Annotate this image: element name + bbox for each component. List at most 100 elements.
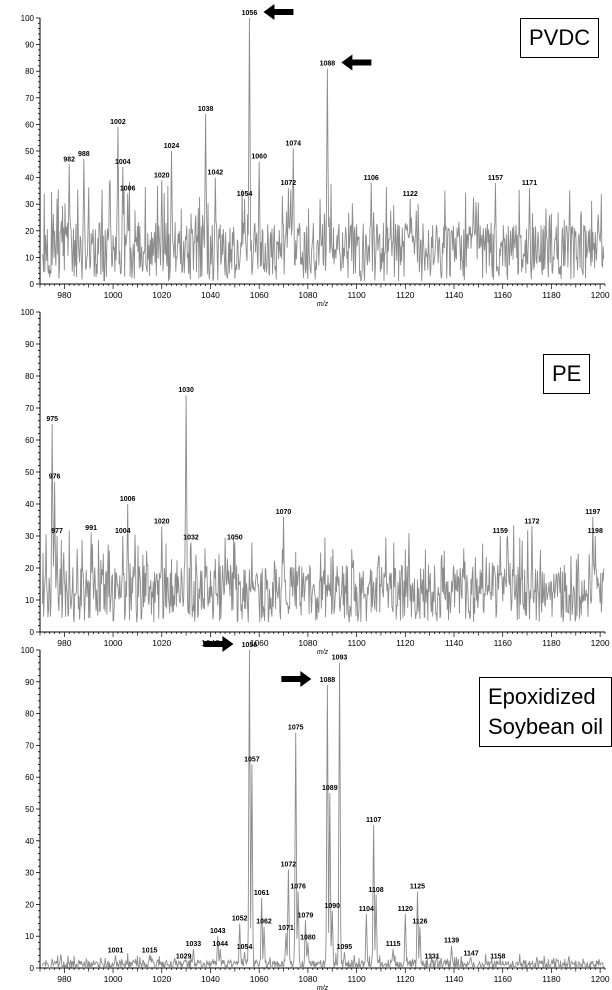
- y-tick-label: 70: [25, 404, 34, 413]
- x-tick-label: 1160: [494, 638, 513, 648]
- peak-label: 1080: [300, 935, 316, 942]
- y-tick-label: 0: [30, 628, 35, 637]
- x-tick-label: 1120: [396, 638, 415, 648]
- x-tick-label: 1080: [298, 290, 317, 300]
- peak-label: 1024: [164, 143, 180, 150]
- peak-label: 1108: [368, 887, 383, 894]
- peak-label: 1020: [154, 172, 170, 179]
- sample-label-line: PE: [552, 361, 582, 386]
- x-tick-label: 1100: [347, 974, 366, 984]
- x-tick-label: 1000: [104, 638, 123, 648]
- y-tick-label: 50: [25, 805, 34, 814]
- peak-label: 1043: [210, 928, 226, 935]
- peak-label: 1056: [242, 642, 258, 649]
- x-tick-label: 1160: [494, 290, 513, 300]
- peak-label: 1088: [320, 61, 336, 68]
- peak-label: 1038: [198, 106, 214, 113]
- x-tick-label: 1120: [396, 974, 415, 984]
- peak-label: 1072: [281, 861, 297, 868]
- x-tick-label: 1000: [104, 290, 123, 300]
- x-axis-label: m/z: [317, 985, 329, 990]
- x-axis-label: m/z: [317, 649, 329, 656]
- y-tick-label: 10: [25, 596, 34, 605]
- y-tick-label: 70: [25, 741, 34, 750]
- peak-label: 1107: [366, 817, 381, 824]
- x-tick-label: 1100: [347, 290, 366, 300]
- peak-label: 1004: [115, 159, 131, 166]
- x-axis-label: m/z: [317, 301, 329, 308]
- x-tick-label: 1060: [250, 290, 269, 300]
- y-tick-label: 50: [25, 468, 34, 477]
- peak-label: 1006: [120, 186, 136, 193]
- sample-label-pe: PE: [543, 354, 591, 394]
- y-tick-label: 10: [25, 253, 34, 262]
- y-tick-label: 90: [25, 41, 34, 50]
- peak-label: 1157: [488, 175, 503, 182]
- x-tick-label: 1080: [298, 974, 317, 984]
- x-tick-label: 1160: [494, 974, 513, 984]
- peak-label: 1020: [154, 518, 170, 525]
- x-tick-label: 1000: [104, 974, 123, 984]
- y-tick-label: 60: [25, 120, 34, 129]
- peak-label: 976: [49, 474, 61, 481]
- peak-label: 1002: [110, 119, 126, 126]
- x-tick-label: 1200: [591, 638, 610, 648]
- peak-label: 1172: [524, 518, 539, 525]
- y-tick-label: 30: [25, 869, 34, 878]
- sample-label-line: PVDC: [529, 25, 591, 50]
- y-tick-label: 60: [25, 436, 34, 445]
- y-tick-label: 20: [25, 564, 34, 573]
- peak-label: 1032: [183, 534, 199, 541]
- y-tick-label: 30: [25, 532, 34, 541]
- peak-label: 982: [63, 156, 75, 163]
- peak-label: 1115: [386, 941, 401, 948]
- x-tick-label: 1060: [250, 638, 269, 648]
- peak-label: 1033: [186, 941, 202, 948]
- arrow-icon: [341, 54, 372, 71]
- peak-label: 1139: [444, 938, 459, 945]
- y-tick-label: 30: [25, 200, 34, 209]
- peak-label: 1050: [227, 534, 243, 541]
- peak-label: 1147: [463, 950, 478, 957]
- peak-label: 1062: [256, 919, 272, 926]
- y-tick-label: 70: [25, 94, 34, 103]
- peak-label: 1074: [285, 140, 301, 147]
- arrow-icon: [203, 636, 234, 652]
- x-tick-label: 980: [57, 974, 71, 984]
- y-tick-label: 0: [30, 964, 35, 973]
- y-tick-label: 40: [25, 174, 34, 183]
- arrow-icon: [281, 670, 312, 687]
- x-tick-label: 1020: [152, 638, 171, 648]
- y-tick-label: 50: [25, 147, 34, 156]
- peak-label: 1056: [242, 10, 258, 17]
- x-tick-label: 1080: [298, 638, 317, 648]
- peak-label: 1054: [237, 944, 253, 951]
- peak-label: 1131: [424, 954, 439, 961]
- y-tick-label: 80: [25, 710, 34, 719]
- peak-label: 1044: [212, 941, 228, 948]
- peak-label: 1106: [364, 175, 379, 182]
- peak-label: 1090: [324, 903, 340, 910]
- peak-label: 1089: [322, 785, 338, 792]
- peak-label: 1006: [120, 496, 136, 503]
- x-tick-label: 1100: [347, 638, 366, 648]
- peak-label: 1072: [281, 180, 297, 187]
- y-tick-label: 80: [25, 372, 34, 381]
- x-tick-label: 980: [57, 290, 71, 300]
- peak-label: 1197: [585, 509, 600, 516]
- x-tick-label: 1180: [542, 638, 561, 648]
- y-tick-label: 10: [25, 932, 34, 941]
- peak-label: 1001: [108, 947, 124, 954]
- x-tick-label: 1180: [542, 974, 561, 984]
- peak-label: 1158: [490, 954, 505, 961]
- y-tick-label: 0: [30, 280, 35, 289]
- peak-label: 1029: [176, 954, 192, 961]
- peak-label: 1076: [290, 884, 306, 891]
- peak-label: 1015: [142, 947, 158, 954]
- peak-label: 1198: [588, 528, 603, 535]
- peak-label: 1088: [320, 677, 336, 684]
- peak-label: 1095: [337, 944, 353, 951]
- y-tick-label: 40: [25, 500, 34, 509]
